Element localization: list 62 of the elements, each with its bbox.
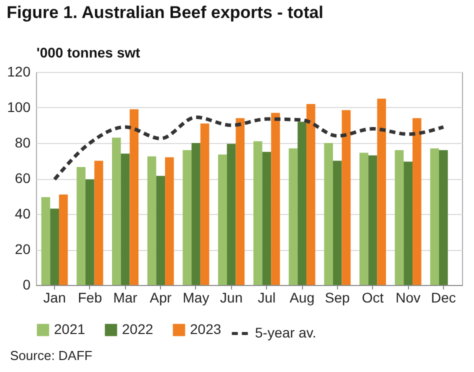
bar bbox=[332, 160, 342, 285]
bar bbox=[324, 143, 333, 285]
bar bbox=[130, 109, 139, 285]
bar bbox=[192, 143, 200, 285]
source-note: Source: DAFF bbox=[10, 348, 92, 363]
bar bbox=[41, 197, 50, 285]
bar bbox=[156, 176, 166, 285]
bar bbox=[76, 166, 86, 285]
bar bbox=[342, 110, 351, 285]
bar bbox=[58, 194, 68, 285]
legend-label: 2022 bbox=[122, 321, 154, 337]
bar bbox=[50, 208, 59, 285]
x-tick-label: Feb bbox=[78, 290, 102, 306]
x-tick-label: Aug bbox=[290, 290, 314, 306]
bar bbox=[288, 148, 298, 285]
bar bbox=[85, 179, 94, 285]
x-tick-label: Jul bbox=[258, 290, 276, 306]
x-tick-label: Oct bbox=[362, 290, 384, 306]
bar bbox=[236, 118, 245, 285]
x-tick-label: Apr bbox=[150, 290, 172, 306]
x-tick-label: Jan bbox=[43, 290, 66, 306]
bar bbox=[439, 150, 448, 285]
bar bbox=[182, 150, 192, 285]
bar bbox=[430, 148, 440, 285]
y-tick-label: 120 bbox=[7, 64, 31, 80]
x-tick-label: Sep bbox=[324, 290, 350, 306]
y-tick-label: 40 bbox=[14, 206, 31, 222]
bar bbox=[94, 160, 104, 285]
bar bbox=[226, 144, 236, 285]
bar bbox=[262, 152, 272, 285]
bar bbox=[253, 141, 262, 285]
y-tick-label: 80 bbox=[14, 134, 31, 150]
bar bbox=[165, 157, 174, 285]
bar bbox=[306, 104, 316, 285]
bar bbox=[120, 154, 130, 285]
bar bbox=[359, 152, 368, 285]
y-tick-label: 0 bbox=[22, 276, 31, 292]
x-tick-label: May bbox=[182, 290, 210, 306]
bar bbox=[368, 155, 378, 285]
x-tick-label: Mar bbox=[113, 290, 138, 306]
y-tick-label: 60 bbox=[14, 170, 31, 186]
x-tick-label: Nov bbox=[396, 290, 421, 306]
y-axis-title: '000 tonnes swt bbox=[36, 44, 141, 60]
bar bbox=[218, 154, 227, 285]
bar bbox=[298, 122, 306, 285]
bar bbox=[147, 156, 156, 285]
bar bbox=[200, 123, 210, 285]
bar bbox=[394, 150, 404, 285]
bar bbox=[271, 112, 280, 285]
legend-label: 2023 bbox=[190, 321, 222, 337]
legend-label: 2021 bbox=[54, 321, 86, 337]
y-tick-label: 20 bbox=[14, 241, 31, 257]
line-series bbox=[52, 116, 446, 182]
bar bbox=[412, 118, 422, 285]
bar bbox=[377, 98, 386, 285]
bar bbox=[112, 138, 121, 285]
chart-title: Figure 1. Australian Beef exports - total bbox=[6, 3, 324, 22]
y-tick-label: 100 bbox=[7, 99, 31, 115]
bar bbox=[404, 162, 413, 285]
x-tick-label: Jun bbox=[220, 290, 243, 306]
x-tick-label: Dec bbox=[430, 290, 456, 306]
legend-label: 5-year av. bbox=[255, 324, 316, 340]
